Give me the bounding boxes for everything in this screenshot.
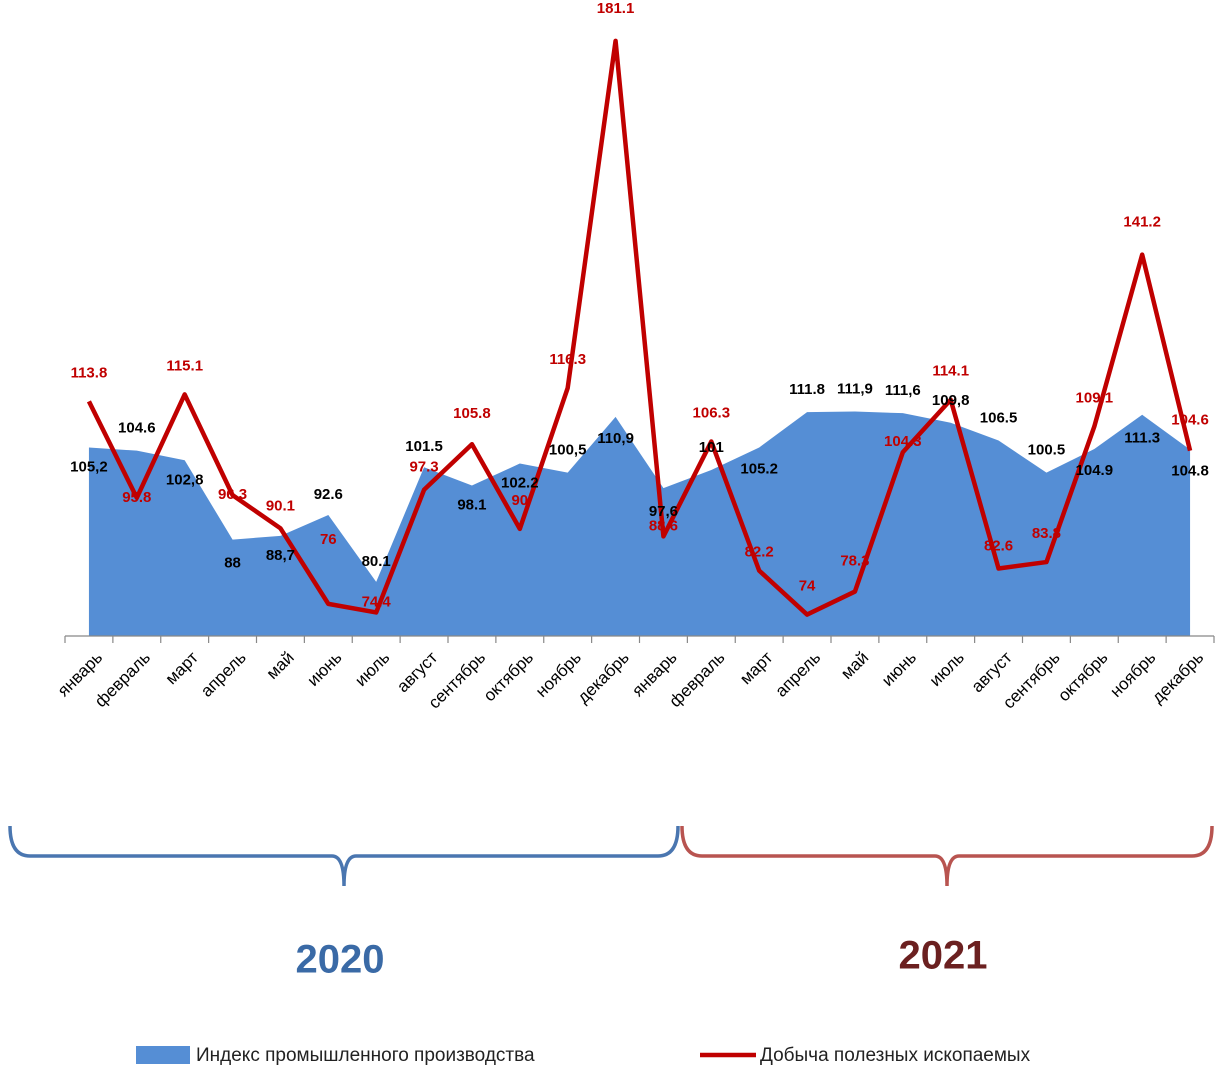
x-tick-label: октябрь xyxy=(1054,648,1111,705)
x-tick-label: март xyxy=(162,648,202,688)
legend-swatch-area xyxy=(136,1046,190,1064)
line-series xyxy=(86,38,1193,617)
line-data-label: 105.8 xyxy=(453,405,491,422)
area-data-label: 111.8 xyxy=(789,381,825,398)
line-data-label: 82.6 xyxy=(984,537,1013,554)
area-data-label: 104.9 xyxy=(1076,462,1114,479)
line-mining xyxy=(86,38,1193,617)
line-data-label: 90 xyxy=(511,492,528,509)
year-brace xyxy=(8,825,680,887)
area-data-label: 102.2 xyxy=(501,474,539,491)
area-data-label: 97,6 xyxy=(649,503,678,520)
x-tick-label: март xyxy=(736,648,776,688)
area-data-label: 101 xyxy=(699,439,724,456)
year-braces: 2020 2021 xyxy=(8,825,1214,982)
area-data-label: 105.2 xyxy=(740,460,778,477)
x-tick-label: апрель xyxy=(771,648,824,701)
area-data-label: 88,7 xyxy=(266,547,295,564)
x-tick-label: июнь xyxy=(304,648,346,690)
line-data-label: 104.3 xyxy=(884,433,922,450)
line-data-label: 95.8 xyxy=(122,489,151,506)
legend-label-line: Добыча полезных ископаемых xyxy=(760,1045,1031,1066)
x-tick-label: октябрь xyxy=(480,648,537,705)
line-data-label: 74.4 xyxy=(362,593,392,610)
area-data-label: 111.3 xyxy=(1124,430,1160,447)
line-data-label: 76 xyxy=(320,531,337,548)
line-data-label: 141.2 xyxy=(1123,214,1161,231)
line-data-label: 181.1 xyxy=(597,0,635,17)
line-data-label: 82.2 xyxy=(745,544,774,561)
area-data-label: 109,8 xyxy=(932,392,970,409)
x-tick-label: июнь xyxy=(878,648,920,690)
area-data-label: 101.5 xyxy=(405,438,443,455)
year-brace xyxy=(680,825,1214,887)
line-data-label: 115.1 xyxy=(166,357,203,374)
area-data-label: 100,5 xyxy=(549,442,587,459)
area-data-label: 105,2 xyxy=(70,458,108,475)
x-tick-label: май xyxy=(263,648,298,683)
area-data-label: 80.1 xyxy=(362,553,391,570)
x-tick-label: июль xyxy=(351,648,393,690)
line-data-label: 74 xyxy=(799,578,816,595)
area-data-label: 104.8 xyxy=(1171,463,1209,480)
x-tick-label: апрель xyxy=(197,648,250,701)
line-data-label: 90.1 xyxy=(266,497,295,514)
area-industrial-index xyxy=(88,411,1191,636)
x-tick-label: декабрь xyxy=(574,648,633,707)
area-data-label: 88 xyxy=(224,555,241,572)
area-series xyxy=(88,411,1191,636)
data-labels: 105,2 104.6 102,8 88 88,7 92.6 80.1 101.5 98.1 10… xyxy=(70,0,1209,610)
year-label: 2021 xyxy=(899,934,988,978)
line-data-label: 97.3 xyxy=(409,459,438,476)
line-data-label: 88.6 xyxy=(649,517,678,534)
line-data-label: 114.1 xyxy=(932,363,969,380)
area-data-label: 92.6 xyxy=(314,486,343,503)
line-data-label: 96.3 xyxy=(218,486,247,503)
line-data-label: 83.8 xyxy=(1032,525,1061,542)
area-data-label: 111,6 xyxy=(885,382,921,399)
area-data-label: 102,8 xyxy=(166,471,204,488)
x-tick-label: декабрь xyxy=(1148,648,1207,707)
year-label: 2020 xyxy=(296,938,385,982)
area-data-label: 98.1 xyxy=(457,496,486,513)
line-data-label: 106.3 xyxy=(693,405,731,422)
legend: Индекс промышленного производства Добыча … xyxy=(136,1045,1031,1066)
legend-label-area: Индекс промышленного производства xyxy=(196,1045,535,1066)
area-data-label: 100.5 xyxy=(1028,442,1066,459)
area-data-label: 110,9 xyxy=(597,430,634,447)
area-data-label: 106.5 xyxy=(980,409,1018,426)
area-data-label: 111,9 xyxy=(837,381,873,398)
x-tick-label: июль xyxy=(926,648,968,690)
area-data-label: 104.6 xyxy=(118,420,156,437)
line-data-label: 104.6 xyxy=(1171,412,1209,429)
line-data-label: 116.3 xyxy=(549,351,586,368)
x-tick-label: май xyxy=(837,648,872,683)
line-data-label: 78.3 xyxy=(840,553,869,570)
line-data-label: 113.8 xyxy=(71,364,108,381)
line-data-label: 109.1 xyxy=(1076,390,1114,407)
